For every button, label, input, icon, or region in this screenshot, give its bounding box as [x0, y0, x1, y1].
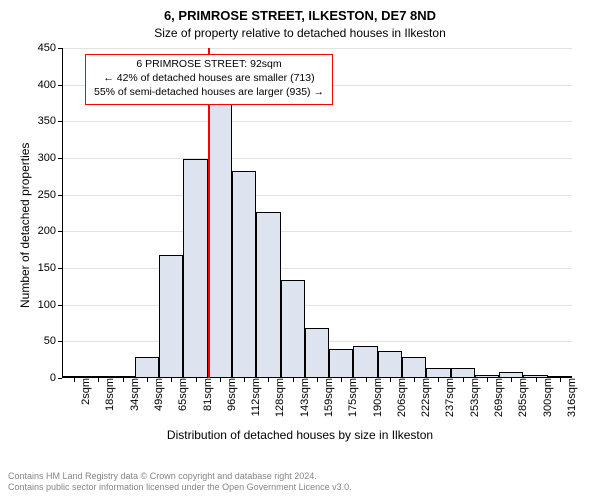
x-axis-line	[62, 377, 572, 378]
histogram-bar	[135, 357, 159, 378]
gridline	[62, 48, 572, 49]
histogram-bar	[281, 280, 305, 378]
y-tick-label: 350	[38, 115, 62, 127]
x-tick-mark	[511, 378, 512, 382]
histogram-bar	[402, 357, 426, 378]
x-tick-mark	[171, 378, 172, 382]
y-tick-label: 150	[38, 262, 62, 274]
attribution-footer: Contains HM Land Registry data © Crown c…	[8, 471, 352, 494]
chart-subtitle: Size of property relative to detached ho…	[0, 26, 600, 40]
gridline	[62, 305, 572, 306]
x-tick-label: 34sqm	[127, 378, 141, 411]
x-tick-mark	[74, 378, 75, 382]
y-tick-label: 100	[38, 299, 62, 311]
y-tick-label: 250	[38, 189, 62, 201]
x-tick-label: 128sqm	[272, 378, 286, 417]
x-tick-label: 159sqm	[321, 378, 335, 417]
y-tick-label: 450	[38, 42, 62, 54]
x-tick-mark	[390, 378, 391, 382]
x-tick-mark	[196, 378, 197, 382]
histogram-bar	[183, 159, 207, 378]
chart-container: 6, PRIMROSE STREET, ILKESTON, DE7 8ND Si…	[0, 0, 600, 500]
y-tick-label: 200	[38, 225, 62, 237]
x-tick-label: 237sqm	[442, 378, 456, 417]
x-tick-mark	[220, 378, 221, 382]
x-tick-label: 253sqm	[467, 378, 481, 417]
x-tick-mark	[244, 378, 245, 382]
histogram-bar	[256, 212, 280, 378]
x-tick-mark	[98, 378, 99, 382]
y-tick-label: 300	[38, 152, 62, 164]
x-tick-label: 96sqm	[224, 378, 238, 411]
x-tick-label: 285sqm	[515, 378, 529, 417]
x-axis-label: Distribution of detached houses by size …	[0, 428, 600, 442]
x-tick-label: 2sqm	[78, 378, 92, 405]
annotation-line3: 55% of semi-detached houses are larger (…	[94, 86, 324, 100]
y-axis-label: Number of detached properties	[18, 143, 32, 308]
x-tick-mark	[268, 378, 269, 382]
y-axis-line	[62, 48, 63, 378]
x-tick-label: 143sqm	[297, 378, 311, 417]
x-tick-mark	[317, 378, 318, 382]
x-tick-mark	[341, 378, 342, 382]
x-tick-mark	[293, 378, 294, 382]
x-tick-label: 300sqm	[540, 378, 554, 417]
y-tick-label: 0	[50, 372, 62, 384]
histogram-bar	[329, 349, 353, 378]
annotation-line1: 6 PRIMROSE STREET: 92sqm	[94, 58, 324, 72]
x-tick-label: 65sqm	[175, 378, 189, 411]
x-tick-mark	[536, 378, 537, 382]
x-tick-label: 269sqm	[491, 378, 505, 417]
x-tick-label: 49sqm	[151, 378, 165, 411]
histogram-bar	[353, 346, 377, 378]
x-tick-mark	[463, 378, 464, 382]
x-tick-label: 206sqm	[394, 378, 408, 417]
histogram-bar	[208, 104, 232, 378]
y-tick-label: 400	[38, 79, 62, 91]
histogram-bar	[305, 328, 329, 378]
x-tick-mark	[147, 378, 148, 382]
x-tick-mark	[123, 378, 124, 382]
x-tick-mark	[366, 378, 367, 382]
x-tick-mark	[414, 378, 415, 382]
x-tick-label: 222sqm	[418, 378, 432, 417]
x-tick-label: 112sqm	[248, 378, 262, 416]
chart-title: 6, PRIMROSE STREET, ILKESTON, DE7 8ND	[0, 8, 600, 23]
x-tick-label: 81sqm	[200, 378, 214, 411]
plot-area: 0501001502002503003504004502sqm18sqm34sq…	[62, 48, 572, 378]
histogram-bar	[378, 351, 402, 378]
gridline	[62, 195, 572, 196]
x-tick-mark	[438, 378, 439, 382]
y-tick-label: 50	[44, 335, 62, 347]
x-tick-label: 190sqm	[370, 378, 384, 417]
histogram-bar	[159, 255, 183, 378]
annotation-line2: ← 42% of detached houses are smaller (71…	[94, 72, 324, 86]
gridline	[62, 158, 572, 159]
gridline	[62, 121, 572, 122]
annotation-box: 6 PRIMROSE STREET: 92sqm ← 42% of detach…	[85, 54, 333, 105]
x-tick-label: 316sqm	[564, 378, 578, 417]
x-tick-mark	[487, 378, 488, 382]
histogram-bar	[232, 171, 256, 378]
x-tick-label: 175sqm	[345, 378, 359, 417]
x-tick-mark	[560, 378, 561, 382]
gridline	[62, 268, 572, 269]
gridline	[62, 231, 572, 232]
x-tick-label: 18sqm	[102, 378, 116, 411]
